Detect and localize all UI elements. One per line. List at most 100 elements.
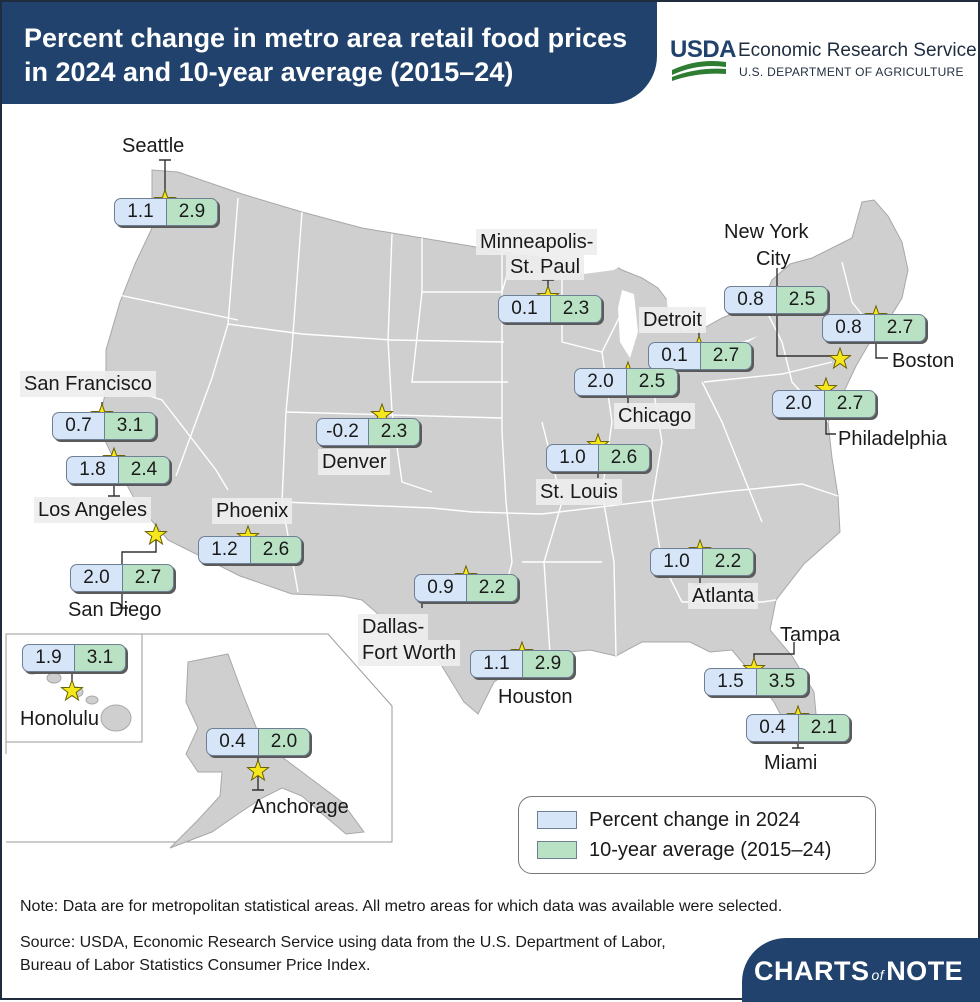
avg-10yr-miami: 2.1 xyxy=(798,714,850,742)
source-text: Source: USDA, Economic Research Service … xyxy=(20,934,666,974)
label-detroit: Detroit xyxy=(639,307,706,333)
avg-10yr-minneapolis: 2.3 xyxy=(550,295,602,323)
legend-item-2024: Percent change in 2024 xyxy=(537,807,800,833)
change-2024-anchorage: 0.4 xyxy=(206,728,258,756)
legend-item-10yr: 10-year average (2015–24) xyxy=(537,837,831,863)
avg-10yr-sanfrancisco: 3.1 xyxy=(104,412,156,440)
hawaii-inset-border xyxy=(6,633,143,743)
values-philadelphia: 2.0 2.7 xyxy=(772,390,876,418)
avg-10yr-boston: 2.7 xyxy=(874,314,926,342)
star-anchorage xyxy=(246,758,270,782)
label-seattle: Seattle xyxy=(122,135,185,157)
values-atlanta: 1.0 2.2 xyxy=(650,548,754,576)
change-2024-stlouis: 1.0 xyxy=(546,444,598,472)
brand-of: of xyxy=(871,967,885,983)
label-boston: Boston xyxy=(892,350,955,372)
avg-10yr-nyc: 2.5 xyxy=(776,286,828,314)
legend-text-10yr: 10-year average (2015–24) xyxy=(589,838,832,861)
values-seattle: 1.1 2.9 xyxy=(114,198,218,226)
label-nyc-1: New York xyxy=(724,221,809,243)
legend-swatch-10yr xyxy=(537,841,577,859)
brand-band xyxy=(742,938,980,1002)
values-honolulu: 1.9 3.1 xyxy=(22,644,126,672)
title-banner: Percent change in metro area retail food… xyxy=(2,2,657,104)
avg-10yr-losangeles: 2.4 xyxy=(118,456,170,484)
avg-10yr-denver: 2.3 xyxy=(368,418,420,446)
values-detroit: 0.1 2.7 xyxy=(648,342,752,370)
label-losangeles: Los Angeles xyxy=(34,497,151,523)
charts-of-note-logo: CHARTS ofNOTE xyxy=(754,956,963,987)
avg-10yr-sandiego: 2.7 xyxy=(122,564,174,592)
avg-10yr-detroit: 2.7 xyxy=(700,342,752,370)
legend-text-2024: Percent change in 2024 xyxy=(589,808,801,831)
usda-wordmark: USDA xyxy=(670,36,737,63)
star-newyork xyxy=(828,346,852,370)
values-denver: -0.2 2.3 xyxy=(316,418,420,446)
change-2024-boston: 0.8 xyxy=(822,314,874,342)
chart-title: Percent change in metro area retail food… xyxy=(24,23,628,87)
change-2024-sanfrancisco: 0.7 xyxy=(52,412,104,440)
values-sandiego: 2.0 2.7 xyxy=(70,564,174,592)
avg-10yr-seattle: 2.9 xyxy=(166,198,218,226)
brand-note: NOTE xyxy=(886,956,964,986)
change-2024-tampa: 1.5 xyxy=(704,668,756,696)
star-honolulu xyxy=(60,678,84,702)
change-2024-losangeles: 1.8 xyxy=(66,456,118,484)
alaska-inset-border xyxy=(5,633,393,843)
usda-swoosh-icon xyxy=(672,61,726,81)
change-2024-detroit: 0.1 xyxy=(648,342,700,370)
label-philadelphia: Philadelphia xyxy=(838,428,947,450)
label-houston: Houston xyxy=(498,686,573,708)
values-phoenix: 1.2 2.6 xyxy=(198,536,302,564)
label-phoenix: Phoenix xyxy=(212,498,293,524)
legend: Percent change in 2024 10-year average (… xyxy=(518,796,876,874)
avg-10yr-atlanta: 2.2 xyxy=(702,548,754,576)
values-minneapolis: 0.1 2.3 xyxy=(498,295,602,323)
avg-10yr-dallas: 2.2 xyxy=(466,574,518,602)
label-minneapolis-2: St. Paul xyxy=(506,254,585,280)
avg-10yr-chicago: 2.5 xyxy=(626,368,678,396)
label-miami: Miami xyxy=(764,752,818,774)
label-atlanta: Atlanta xyxy=(688,583,759,609)
values-anchorage: 0.4 2.0 xyxy=(206,728,310,756)
avg-10yr-anchorage: 2.0 xyxy=(258,728,310,756)
label-tampa: Tampa xyxy=(780,624,841,646)
values-dallas: 0.9 2.2 xyxy=(414,574,518,602)
change-2024-honolulu: 1.9 xyxy=(22,644,74,672)
values-chicago: 2.0 2.5 xyxy=(574,368,678,396)
change-2024-sandiego: 2.0 xyxy=(70,564,122,592)
label-sanfrancisco: San Francisco xyxy=(20,371,156,397)
label-honolulu: Honolulu xyxy=(20,708,99,730)
label-dallas-2: Fort Worth xyxy=(358,640,461,666)
label-denver: Denver xyxy=(318,449,391,475)
label-anchorage: Anchorage xyxy=(252,796,349,818)
avg-10yr-honolulu: 3.1 xyxy=(74,644,126,672)
department-name: U.S. DEPARTMENT OF AGRICULTURE xyxy=(739,65,964,79)
change-2024-nyc: 0.8 xyxy=(724,286,776,314)
values-houston: 1.1 2.9 xyxy=(470,650,574,678)
note-text: Note: Data are for metropolitan statisti… xyxy=(20,898,783,915)
lake-michigan xyxy=(618,290,638,358)
label-dallas-1: Dallas- xyxy=(358,614,429,640)
change-2024-houston: 1.1 xyxy=(470,650,522,678)
agency-name: Economic Research Service xyxy=(738,40,977,61)
label-stlouis: St. Louis xyxy=(536,479,622,505)
values-tampa: 1.5 3.5 xyxy=(704,668,808,696)
avg-10yr-phoenix: 2.6 xyxy=(250,536,302,564)
star-sandiego xyxy=(144,522,168,546)
usda-logo: USDA xyxy=(670,36,737,82)
label-chicago: Chicago xyxy=(614,403,696,429)
values-boston: 0.8 2.7 xyxy=(822,314,926,342)
avg-10yr-houston: 2.9 xyxy=(522,650,574,678)
change-2024-dallas: 0.9 xyxy=(414,574,466,602)
change-2024-phoenix: 1.2 xyxy=(198,536,250,564)
values-nyc: 0.8 2.5 xyxy=(724,286,828,314)
label-sandiego: San Diego xyxy=(68,599,162,621)
values-stlouis: 1.0 2.6 xyxy=(546,444,650,472)
values-miami: 0.4 2.1 xyxy=(746,714,850,742)
avg-10yr-stlouis: 2.6 xyxy=(598,444,650,472)
change-2024-minneapolis: 0.1 xyxy=(498,295,550,323)
values-losangeles: 1.8 2.4 xyxy=(66,456,170,484)
change-2024-miami: 0.4 xyxy=(746,714,798,742)
